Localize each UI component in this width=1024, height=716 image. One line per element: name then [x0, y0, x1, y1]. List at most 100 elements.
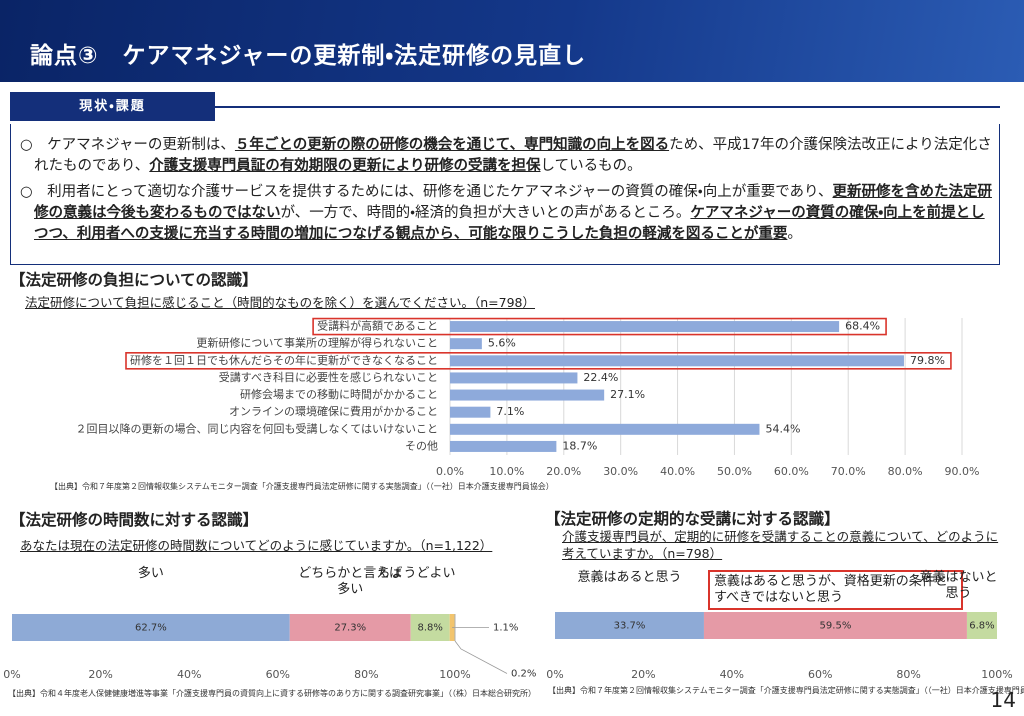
- x-tick-label: 80%: [354, 668, 378, 681]
- text-box: [10, 124, 1000, 265]
- x-tick-label: 20%: [88, 668, 112, 681]
- x-tick-label: 10.0%: [489, 465, 524, 478]
- series-name: 意義はあると思うが、資格更新の条件とすべきではないと思う: [707, 570, 963, 610]
- text: ○ 利用者にとって適切な介護サービスを提供するためには、研修を通じたケアマネジャ…: [20, 184, 833, 200]
- paragraph: ○ 利用者にとって適切な介護サービスを提供するためには、研修を通じたケアマネジャ…: [20, 182, 996, 245]
- paragraph: ○ ケアマネジャーの更新制は、５年ごとの更新の際の研修の機会を通じて、専門知識の…: [20, 135, 996, 177]
- text: ため、平成17年の介護保険法改正により法定化されたものであり、: [34, 137, 992, 174]
- text: 。: [787, 226, 802, 242]
- category-label: 受講料が高額であること: [317, 319, 438, 333]
- value-label: 62.7%: [135, 623, 167, 634]
- value-label: 59.5%: [820, 621, 852, 632]
- x-tick-label: 80.0%: [888, 465, 923, 478]
- chart-title: 【法定研修の時間数に対する認識】: [10, 511, 259, 529]
- x-tick-label: 0%: [3, 668, 20, 681]
- series-name: 多い: [137, 566, 164, 581]
- emphasized-text: 更新研修を含めた法定研修の意義は今後も変わるものではない: [34, 184, 992, 221]
- series-name: 意義はないと思う: [919, 570, 998, 601]
- value-label: 33.7%: [614, 621, 646, 632]
- chart-subtitle: 法定研修について負担に感じること（時間的なものを除く）を選んでください。（n=7…: [25, 295, 536, 310]
- category-label: オンラインの環境確保に費用がかかること: [229, 404, 438, 418]
- chart-title: 【法定研修の負担についての認識】: [10, 271, 258, 289]
- text: しているもの。: [540, 158, 642, 174]
- x-tick-label: 80%: [896, 668, 920, 681]
- chart-title: 【法定研修の定期的な受講に対する認識】: [545, 510, 840, 528]
- bar-segment: [454, 614, 456, 641]
- bar: [450, 338, 482, 350]
- highlight-box: [125, 352, 952, 370]
- chart-source: 【出典】令和７年度第２回情報収集システムモニター調査「介護支援専門員法定研修に関…: [548, 686, 1024, 695]
- bar-segment: [449, 614, 455, 641]
- x-tick-label: 50.0%: [717, 465, 752, 478]
- value-label: 18.7%: [562, 439, 597, 452]
- series-name: ちょうどよい: [377, 566, 456, 581]
- emphasized-text: ５年ごとの更新の際の研修の機会を通じて、専門知識の向上を図る: [234, 137, 670, 153]
- emphasized-text: ケアマネジャーの資質の確保・向上を前提としつつ、利用者への支援に充当する時間の増…: [34, 205, 985, 242]
- text: が、一方で、時間的・経済的負担が大きいとの声があるところ。: [280, 205, 691, 221]
- bar: [450, 321, 840, 333]
- bar: [450, 406, 491, 418]
- x-tick-label: 90.0%: [945, 465, 980, 478]
- bar-segment: [966, 612, 997, 639]
- section-rule: [215, 106, 1000, 108]
- x-tick-label: 60.0%: [774, 465, 809, 478]
- bar-segment: [12, 614, 290, 641]
- value-label: 1.1%: [493, 623, 518, 634]
- category-label: 受講すべき科目に必要性を感じられないこと: [219, 370, 438, 384]
- category-label: 研修を１回１日でも休んだらその年に更新ができなくなること: [130, 353, 438, 367]
- x-tick-label: 40%: [177, 668, 201, 681]
- x-tick-label: 0%: [546, 668, 563, 681]
- bar: [450, 372, 578, 384]
- chart-subtitle: 介護支援専門員が、定期的に研修を受講することの意義について、どのように考えていま…: [562, 529, 999, 561]
- value-label: 22.4%: [583, 371, 618, 384]
- x-tick-label: 100%: [981, 668, 1012, 681]
- x-tick-label: 30.0%: [603, 465, 638, 478]
- x-tick-label: 20%: [631, 668, 655, 681]
- value-label: 79.8%: [910, 354, 945, 367]
- x-tick-label: 40.0%: [660, 465, 695, 478]
- category-label: 研修会場までの移動に時間がかかること: [240, 387, 438, 401]
- value-label: 27.1%: [610, 388, 645, 401]
- bar-segment: [289, 614, 411, 641]
- category-label: その他: [405, 439, 438, 452]
- x-tick-label: 100%: [439, 668, 470, 681]
- chart-source: 【出典】令和７年度第２回情報収集システムモニター調査「介護支援専門員法定研修に関…: [50, 482, 554, 491]
- value-label: 7.1%: [496, 405, 524, 418]
- page-number: 14: [990, 688, 1016, 712]
- chart-source: 【出典】令和４年度老人保健健康増進等事業「介護支援専門員の資質向上に資する研修等…: [8, 689, 536, 698]
- bar: [450, 389, 605, 401]
- header-band: 論点③ ケアマネジャーの更新制・法定研修の見直し: [0, 0, 1024, 82]
- value-label: 0.2%: [511, 669, 536, 680]
- series-name: どちらかと言えば多い: [298, 566, 403, 597]
- bar: [450, 355, 904, 367]
- slide-title: 論点③ ケアマネジャーの更新制・法定研修の見直し: [30, 43, 587, 69]
- chart-subtitle: あなたは現在の法定研修の時間数についてどのように感じていますか。（n=1,122…: [20, 538, 493, 553]
- value-label: 27.3%: [334, 623, 366, 634]
- highlight-box: [312, 317, 887, 336]
- text: ○ ケアマネジャーの更新制は、: [20, 137, 235, 153]
- bar-segment: [555, 612, 704, 639]
- emphasized-text: 介護支援専門員証の有効期限の更新により研修の受講を担保: [149, 158, 541, 174]
- value-label: 6.8%: [969, 621, 994, 632]
- value-label: 54.4%: [765, 422, 800, 435]
- value-label: 68.4%: [845, 320, 880, 333]
- category-label: 更新研修について事業所の理解が得られないこと: [196, 336, 438, 350]
- value-label: 8.8%: [417, 623, 442, 634]
- x-tick-label: 0.0%: [436, 465, 464, 478]
- category-label: ２回目以降の更新の場合、同じ内容を何回も受講しなくてはいけないこと: [76, 421, 438, 435]
- series-name: 意義はあると思う: [577, 570, 682, 585]
- x-tick-label: 60%: [808, 668, 832, 681]
- x-tick-label: 60%: [266, 668, 290, 681]
- bar-segment: [703, 612, 967, 639]
- leader-line: [454, 640, 508, 674]
- bar: [450, 440, 557, 452]
- x-tick-label: 40%: [720, 668, 744, 681]
- section-tab: 現状・課題: [10, 92, 215, 121]
- bar-segment: [410, 614, 450, 641]
- x-tick-label: 20.0%: [546, 465, 581, 478]
- x-tick-label: 70.0%: [831, 465, 866, 478]
- value-label: 5.6%: [488, 337, 516, 350]
- bar: [450, 423, 760, 435]
